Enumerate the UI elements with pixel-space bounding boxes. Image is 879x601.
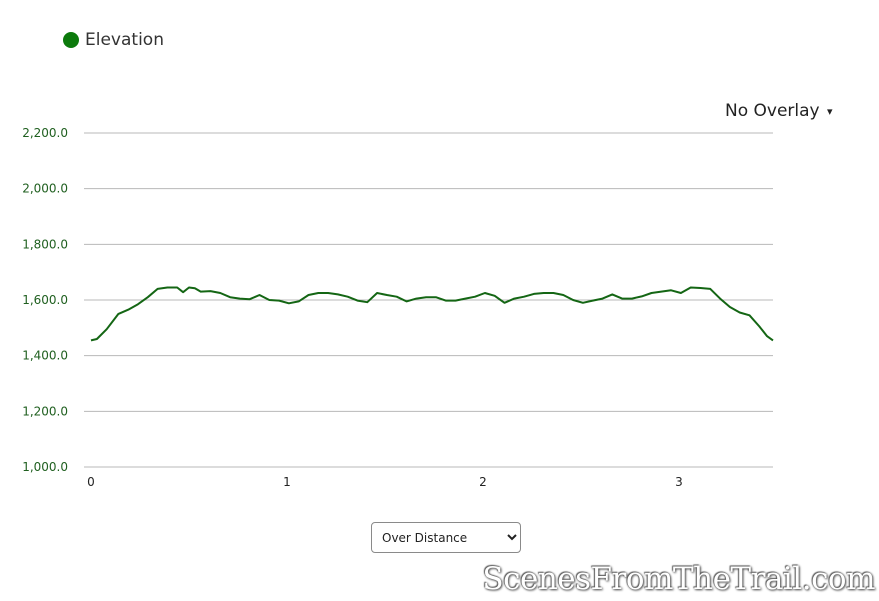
- y-tick-label: 1,600.0: [22, 293, 68, 307]
- y-tick-label: 1,000.0: [22, 460, 68, 474]
- x-mode-select[interactable]: Over Distance: [371, 522, 521, 553]
- x-tick-label: 0: [87, 475, 95, 489]
- y-axis-ticks: 1,000.0 1,200.0 1,400.0 1,600.0 1,800.0 2,000…: [22, 126, 68, 474]
- overlay-dropdown[interactable]: No Overlay ▾: [725, 101, 833, 121]
- overlay-dropdown-label: No Overlay: [725, 101, 820, 121]
- elevation-series-line[interactable]: [90, 286, 774, 342]
- series-layer: [90, 286, 774, 342]
- x-tick-label: 3: [675, 475, 683, 489]
- x-axis-ticks: 0 1 2 3: [87, 475, 683, 489]
- x-tick-label: 2: [479, 475, 487, 489]
- grid-layer: [84, 132, 773, 468]
- legend-label: Elevation: [85, 30, 164, 50]
- y-tick-label: 2,200.0: [22, 126, 68, 140]
- watermark: ScenesFromTheTrail.com: [482, 561, 875, 597]
- legend-dot-icon: [63, 32, 79, 48]
- y-tick-label: 2,000.0: [22, 182, 68, 196]
- dropdown-arrow-icon: ▾: [827, 105, 833, 118]
- y-tick-label: 1,400.0: [22, 349, 68, 363]
- y-tick-label: 1,200.0: [22, 404, 68, 418]
- chart-legend[interactable]: Elevation: [63, 30, 164, 50]
- y-tick-label: 1,800.0: [22, 237, 68, 251]
- x-tick-label: 1: [283, 475, 291, 489]
